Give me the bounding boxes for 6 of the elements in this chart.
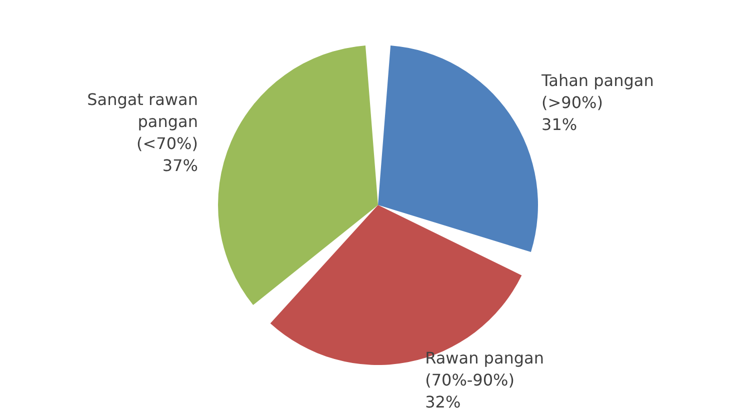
data-label: 32% [425,392,461,412]
slice-label: Sangat rawan pangan (<70%) [87,90,198,154]
slice-label: Tahan pangan (>90%) [540,71,654,112]
slice-label: Rawan pangan (70%-90%) [425,348,544,390]
data-label: 37% [162,156,198,176]
data-label: 31% [542,115,578,134]
